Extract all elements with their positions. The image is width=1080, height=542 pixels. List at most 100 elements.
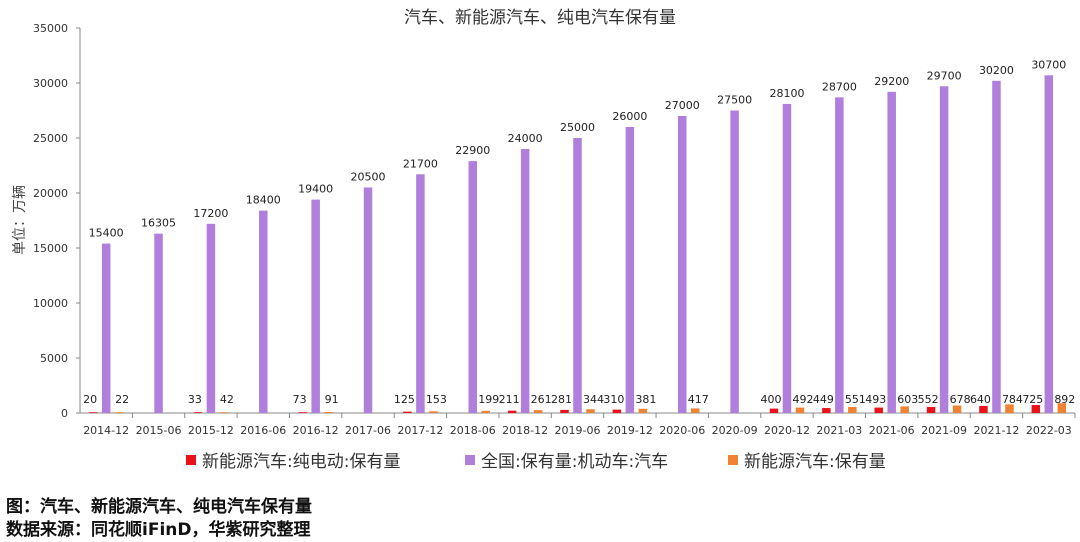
- bars: [88, 75, 1067, 414]
- data-label: 381: [635, 393, 656, 406]
- bar: [874, 407, 883, 413]
- bar: [926, 406, 936, 413]
- x-tick-label: 2018-06: [450, 424, 496, 437]
- bar: [795, 407, 805, 413]
- y-tick-label: 20000: [33, 187, 68, 200]
- data-label: 784: [1002, 393, 1023, 406]
- data-label: 640: [970, 393, 991, 406]
- data-label: 551: [845, 393, 866, 406]
- data-label: 20: [83, 393, 97, 406]
- data-label: 29700: [927, 69, 962, 82]
- x-tick-label: 2020-09: [712, 424, 758, 437]
- data-label: 22900: [455, 144, 490, 157]
- data-label: 28100: [769, 87, 804, 100]
- bar: [979, 405, 988, 413]
- data-label: 26000: [612, 110, 647, 123]
- data-label: 892: [1054, 393, 1075, 406]
- data-label: 21700: [403, 157, 438, 170]
- bar: [677, 116, 687, 413]
- data-label: 30200: [979, 64, 1014, 77]
- bar: [533, 410, 543, 413]
- legend-swatch: [465, 455, 475, 465]
- bar: [403, 411, 412, 413]
- data-label: 20500: [351, 171, 386, 184]
- legend-label: 新能源汽车:保有量: [744, 452, 886, 472]
- x-tick-label: 2014-12: [83, 424, 129, 437]
- data-label: 417: [688, 393, 709, 406]
- bar: [481, 410, 491, 413]
- data-label: 33: [188, 393, 202, 406]
- data-label: 603: [897, 393, 918, 406]
- x-tick-label: 2021-09: [921, 424, 967, 437]
- data-label: 211: [499, 393, 520, 406]
- data-label: 24000: [508, 132, 543, 145]
- bar: [822, 408, 831, 413]
- bar: [154, 233, 163, 413]
- bar: [324, 411, 333, 413]
- data-label: 42: [220, 393, 234, 406]
- bar: [520, 149, 530, 413]
- data-label: 29200: [874, 75, 909, 88]
- bar: [835, 97, 844, 414]
- data-label: 281: [551, 393, 572, 406]
- y-tick-label: 30000: [33, 77, 68, 90]
- bar: [1057, 403, 1067, 413]
- y-tick-label: 15000: [33, 242, 68, 255]
- bar: [848, 406, 857, 413]
- data-label: 15400: [89, 227, 124, 240]
- bar: [363, 187, 373, 413]
- bar: [612, 409, 622, 413]
- bar: [101, 243, 111, 413]
- data-label: 493: [865, 393, 886, 406]
- data-label: 73: [293, 393, 307, 406]
- bar: [507, 410, 517, 413]
- bar: [573, 138, 582, 413]
- data-label: 261: [531, 393, 552, 406]
- bar: [992, 80, 1001, 414]
- legend-swatch: [728, 455, 738, 465]
- bar: [1031, 405, 1041, 413]
- bar: [468, 161, 478, 413]
- bar: [939, 86, 949, 414]
- x-tick-label: 2015-06: [136, 424, 182, 437]
- bar: [298, 412, 307, 413]
- x-tick-label: 2015-12: [188, 424, 234, 437]
- bar: [952, 405, 962, 413]
- bar: [769, 408, 779, 413]
- bar: [206, 223, 216, 413]
- x-tick-label: 2021-06: [869, 424, 915, 437]
- data-label: 18400: [246, 194, 281, 207]
- figure-caption: 图：汽车、新能源汽车、纯电汽车保有量: [6, 497, 312, 517]
- x-tick-label: 2020-12: [764, 424, 810, 437]
- bar: [429, 411, 438, 413]
- x-tick-label: 2017-12: [397, 424, 443, 437]
- bar: [690, 408, 700, 413]
- bar: [782, 103, 792, 414]
- y-axis-ticks: 0 5000 10000 15000 20000 25000 30000 35000: [33, 22, 68, 420]
- legend-label: 全国:保有量:机动车:汽车: [481, 452, 668, 472]
- x-tick-label: 2021-12: [973, 424, 1019, 437]
- data-label: 725: [1022, 393, 1043, 406]
- bar: [1005, 404, 1014, 413]
- bar: [730, 110, 739, 413]
- data-label: 400: [760, 393, 781, 406]
- legend: 新能源汽车:纯电动:保有量 全国:保有量:机动车:汽车 新能源汽车:保有量: [186, 452, 886, 472]
- data-label: 344: [583, 393, 604, 406]
- bar: [88, 412, 98, 413]
- bar: [887, 91, 896, 414]
- y-axis-label: 单位：万辆: [12, 185, 28, 255]
- data-label: 25000: [560, 121, 595, 134]
- data-label: 16305: [141, 217, 176, 230]
- data-label: 449: [813, 393, 834, 406]
- data-label: 153: [426, 393, 447, 406]
- bar: [638, 408, 648, 413]
- bar: [625, 127, 635, 413]
- data-label: 28700: [822, 80, 857, 93]
- data-label: 17200: [193, 207, 228, 220]
- x-tick-label: 2022-03: [1026, 424, 1072, 437]
- x-tick-label: 2019-12: [607, 424, 653, 437]
- data-label: 91: [325, 393, 339, 406]
- chart: 汽车、新能源汽车、纯电汽车保有量 单位：万辆 0 5000 10000 15000 20…: [12, 8, 1076, 472]
- data-label: 30700: [1031, 58, 1066, 71]
- data-label: 492: [792, 393, 813, 406]
